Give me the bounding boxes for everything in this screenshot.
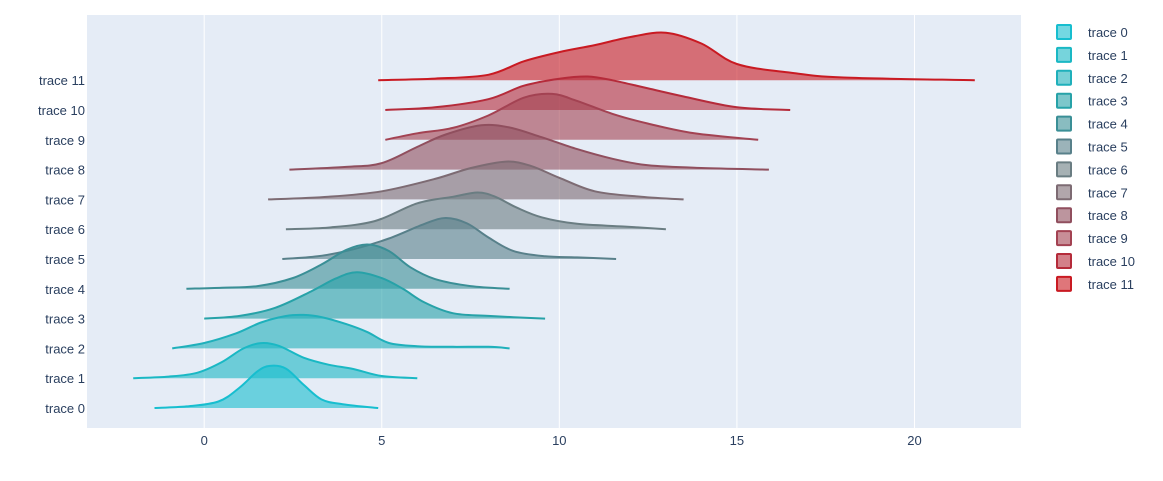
ridge-line [285, 191, 666, 231]
legend-label: trace 5 [1088, 140, 1128, 155]
y-tick-label: trace 1 [45, 371, 85, 386]
legend-swatch [1056, 138, 1072, 155]
legend-swatch [1056, 275, 1072, 292]
ridge-fill [133, 342, 418, 379]
y-tick-label: trace 11 [39, 73, 85, 88]
ridge-trace-1[interactable] [133, 341, 418, 380]
ridge-line [385, 75, 791, 111]
x-tick-label: 0 [201, 433, 208, 448]
y-tick-label: trace 0 [45, 401, 85, 416]
legend-item-trace-2[interactable]: trace 2 [1056, 69, 1128, 86]
legend-item-trace-1[interactable]: trace 1 [1056, 46, 1128, 63]
legend-label: trace 3 [1088, 94, 1128, 109]
legend-label: trace 8 [1088, 208, 1128, 223]
legend-label: trace 11 [1088, 277, 1134, 292]
y-tick-label: trace 2 [45, 341, 85, 356]
ridge-trace-8[interactable] [289, 123, 769, 171]
legend-item-trace-11[interactable]: trace 11 [1056, 275, 1134, 292]
legend-label: trace 10 [1088, 254, 1135, 269]
legend-item-trace-3[interactable]: trace 3 [1056, 92, 1128, 109]
legend-swatch [1056, 24, 1072, 40]
ridge-fill [154, 365, 379, 408]
legend-item-trace-0[interactable]: trace 0 [1056, 24, 1128, 40]
ridge-fill [268, 161, 684, 200]
legend-label: trace 0 [1088, 25, 1128, 40]
ridge-line [289, 123, 769, 171]
legend-swatch [1056, 161, 1072, 178]
y-tick-label: trace 7 [45, 192, 85, 207]
legend-swatch [1056, 207, 1072, 224]
ridge-fill [385, 76, 791, 110]
legend-item-trace-5[interactable]: trace 5 [1056, 138, 1128, 155]
x-tick-label: 5 [378, 433, 385, 448]
ridge-trace-11[interactable] [378, 31, 975, 82]
ridge-trace-10[interactable] [385, 75, 791, 111]
series-group [133, 31, 975, 409]
ridge-line [172, 313, 510, 350]
ridge-line [154, 364, 379, 409]
legend-swatch [1056, 92, 1072, 109]
ridge-fill [204, 272, 546, 319]
legend-label: trace 7 [1088, 185, 1128, 200]
ridge-line [133, 341, 418, 380]
ridge-line [204, 271, 546, 320]
legend-label: trace 6 [1088, 162, 1128, 177]
x-tick-label: 10 [552, 433, 566, 448]
x-tick-label: 20 [907, 433, 921, 448]
y-tick-label: trace 9 [45, 133, 85, 148]
legend-item-trace-6[interactable]: trace 6 [1056, 161, 1128, 178]
legend-item-trace-10[interactable]: trace 10 [1056, 253, 1135, 269]
ridge-line [378, 31, 975, 82]
ridge-line [268, 160, 684, 201]
legend-label: trace 1 [1088, 48, 1128, 63]
y-tick-label: trace 4 [45, 282, 85, 297]
y-tick-label: trace 5 [45, 252, 85, 267]
ridge-fill [378, 32, 975, 81]
ridge-trace-7[interactable] [268, 160, 684, 201]
ridge-line [385, 92, 759, 141]
y-tick-label: trace 6 [45, 222, 85, 237]
ridge-fill [289, 124, 769, 170]
ridge-trace-6[interactable] [285, 191, 666, 231]
legend-item-trace-4[interactable]: trace 4 [1056, 115, 1128, 132]
legend-item-trace-8[interactable]: trace 8 [1056, 207, 1128, 224]
legend-swatch [1056, 184, 1072, 201]
ridge-fill [172, 314, 510, 349]
legend-item-trace-9[interactable]: trace 9 [1056, 230, 1128, 247]
ridge-trace-0[interactable] [154, 364, 379, 409]
x-tick-label: 15 [730, 433, 744, 448]
y-tick-label: trace 8 [45, 163, 85, 178]
ridge-trace-4[interactable] [186, 243, 510, 290]
ridge-line [186, 243, 510, 290]
legend-swatch [1056, 115, 1072, 132]
ridge-trace-2[interactable] [172, 313, 510, 350]
legend-swatch [1056, 230, 1072, 247]
ridge-trace-3[interactable] [204, 271, 546, 320]
legend-swatch [1056, 69, 1072, 86]
x-axis-tick-labels: 0 5 10 15 20 [201, 433, 922, 448]
legend[interactable]: trace 0 trace 1 trace 2 trace 3 trace 4 trace… [1056, 24, 1135, 292]
legend-label: trace 4 [1088, 117, 1128, 132]
legend-swatch [1056, 46, 1072, 63]
legend-label: trace 2 [1088, 71, 1128, 86]
legend-item-trace-7[interactable]: trace 7 [1056, 184, 1128, 201]
y-axis-tick-labels: trace 11 trace 10 trace 9 trace 8 trace 7 tra… [38, 73, 85, 416]
legend-swatch [1056, 253, 1072, 269]
y-tick-label: trace 3 [45, 312, 85, 327]
legend-label: trace 9 [1088, 231, 1128, 246]
y-tick-label: trace 10 [38, 103, 85, 118]
